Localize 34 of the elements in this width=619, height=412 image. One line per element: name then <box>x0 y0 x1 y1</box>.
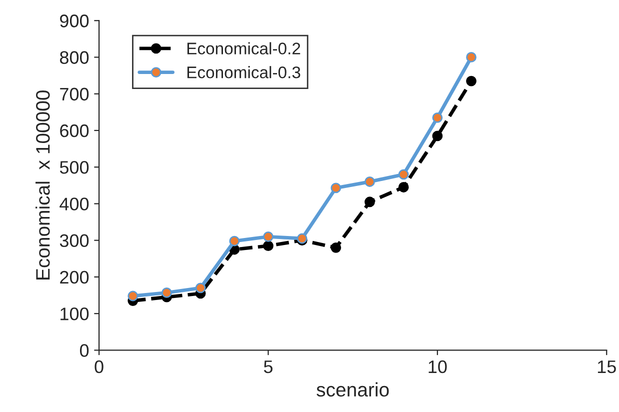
y-tick-label: 500 <box>60 161 89 174</box>
point <box>330 242 342 253</box>
point <box>466 52 476 62</box>
point <box>195 282 206 294</box>
y-axis-title: Economical x 100000 <box>36 90 50 280</box>
y-tick-label: 900 <box>60 14 89 28</box>
y-tick-label: 300 <box>60 234 89 248</box>
y-tick-label: 0 <box>80 344 89 357</box>
point <box>229 236 240 246</box>
y-tick-label: 200 <box>60 270 89 284</box>
point <box>263 240 274 252</box>
x-axis-title: scenario <box>316 382 389 397</box>
point <box>364 176 375 187</box>
point <box>432 130 443 142</box>
y-tick-label: 400 <box>60 198 89 210</box>
x-tick-label: 5 <box>264 360 272 374</box>
y-tick-label: 100 <box>60 308 89 320</box>
y-tick-label: 800 <box>60 51 89 64</box>
point <box>263 231 274 242</box>
point <box>330 182 342 194</box>
point <box>128 290 138 302</box>
legend-label: Economical-0.3 <box>187 66 300 78</box>
point <box>466 76 476 86</box>
x-tick-label: 10 <box>428 360 447 374</box>
point <box>364 196 375 208</box>
legend-label: Economical-0.2 <box>187 42 300 54</box>
point <box>162 287 172 298</box>
point <box>398 169 409 180</box>
point <box>432 112 443 123</box>
x-tick-label: 0 <box>94 360 104 374</box>
x-tick-label: 15 <box>598 360 616 374</box>
y-tick-label: 700 <box>60 88 89 101</box>
y-tick-label: 600 <box>60 124 89 138</box>
point <box>398 182 409 192</box>
